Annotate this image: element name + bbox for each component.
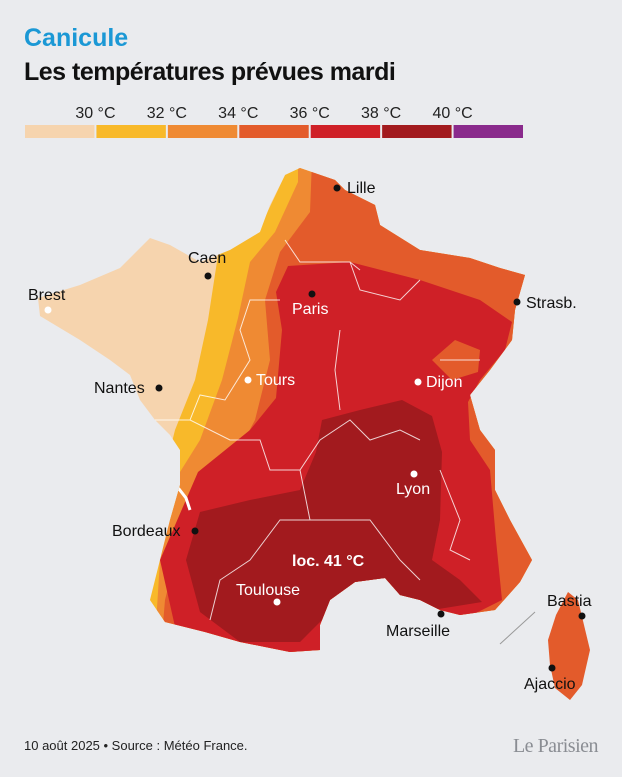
city-label: Ajaccio: [524, 676, 576, 693]
kicker: Canicule: [24, 24, 128, 52]
legend-swatch: [96, 125, 166, 138]
footer-source: 10 août 2025 • Source : Météo France.: [24, 738, 248, 753]
legend-label: 38 °C: [361, 105, 401, 122]
city-dot: [578, 612, 586, 620]
city-dot: [308, 290, 316, 298]
legend-swatch: [25, 125, 95, 138]
city-dot: [548, 664, 556, 672]
city-dot: [273, 598, 281, 606]
legend-swatch: [167, 125, 238, 138]
city-label: Bastia: [547, 593, 592, 610]
city-dot: [414, 378, 422, 386]
city-dot: [513, 298, 521, 306]
legend-swatch: [382, 125, 452, 138]
city-dot: [437, 610, 445, 618]
city-dot: [333, 184, 341, 192]
zone-40: [186, 400, 482, 642]
city-label: Tours: [256, 372, 295, 389]
cities: Lille Caen Brest Paris Strasb. Tours Nan…: [28, 180, 592, 693]
city-label: Lille: [347, 180, 376, 197]
legend-swatch: [453, 125, 523, 138]
annotation: loc. 41 °C: [292, 553, 365, 570]
legend-label: 36 °C: [290, 105, 330, 122]
city-label: Brest: [28, 287, 66, 304]
city-dot: [191, 527, 199, 535]
title: Les températures prévues mardi: [24, 58, 395, 86]
legend-swatch: [310, 125, 381, 138]
france-map: [38, 168, 532, 652]
legend-label: 32 °C: [147, 105, 187, 122]
city-label: Lyon: [396, 481, 430, 498]
city-dot: [204, 272, 212, 280]
logo: Le Parisien: [513, 735, 599, 757]
city-label: Caen: [188, 250, 226, 267]
city-dot: [155, 384, 163, 392]
legend-swatch: [239, 125, 309, 138]
city-label: Strasb.: [526, 295, 577, 312]
city-dot: [44, 306, 52, 314]
inset-line: [499, 611, 536, 645]
legend: 30 °C 32 °C 34 °C 36 °C 38 °C 40 °C: [25, 105, 523, 138]
city-label: Dijon: [426, 374, 462, 391]
corsica: [548, 592, 590, 700]
city-label: Toulouse: [236, 582, 300, 599]
city-label: Nantes: [94, 380, 145, 397]
legend-label: 30 °C: [75, 105, 115, 122]
legend-label: 40 °C: [432, 105, 472, 122]
city-label: Bordeaux: [112, 523, 181, 540]
legend-label: 34 °C: [218, 105, 258, 122]
city-label: Paris: [292, 301, 328, 318]
city-dot: [410, 470, 418, 478]
city-label: Marseille: [386, 623, 450, 640]
city-dot: [244, 376, 252, 384]
